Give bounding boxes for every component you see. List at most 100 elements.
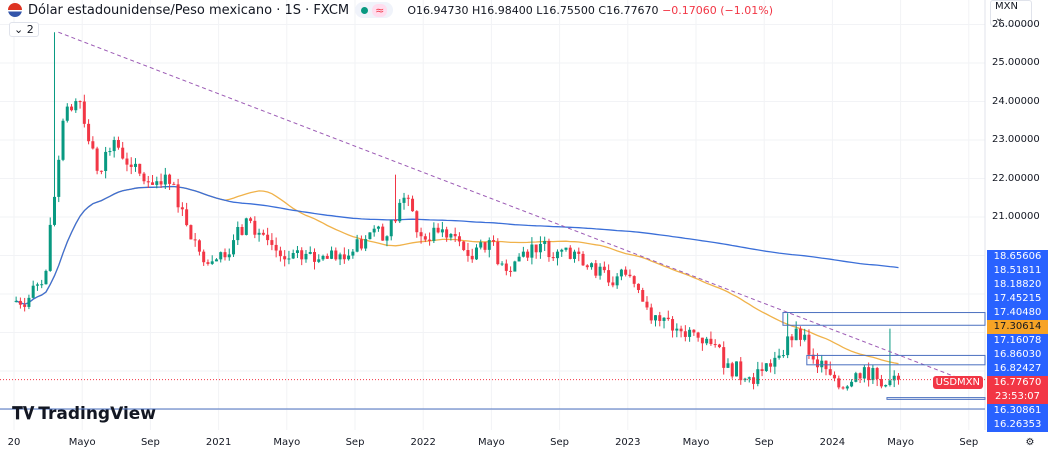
market-status[interactable]: ≈ <box>355 2 394 18</box>
price-axis-label: 25.00000 <box>992 57 1040 68</box>
time-axis-label: Mayo <box>887 437 914 448</box>
candle-body <box>483 242 487 250</box>
time-axis-label: 2022 <box>410 437 436 448</box>
candle-body <box>700 337 704 344</box>
price-axis-label: 26.00000 <box>992 18 1040 30</box>
candle-body <box>717 344 721 348</box>
candle-body <box>317 259 321 262</box>
price-axis-label: 21.00000 <box>992 211 1040 222</box>
candle-body <box>108 151 112 153</box>
candle-body <box>466 250 470 256</box>
candle-body <box>133 163 137 167</box>
trend-line <box>58 31 961 380</box>
price-line-label: 16.82427 <box>987 362 1048 376</box>
candle-body <box>321 255 325 260</box>
candle-body <box>52 196 56 225</box>
candle-body <box>619 269 623 277</box>
candle-body <box>180 207 184 210</box>
candle-body <box>257 232 261 235</box>
candle-body <box>35 284 39 286</box>
candle-body <box>372 228 376 233</box>
candle-body <box>590 263 594 268</box>
candle-body <box>543 241 547 244</box>
candle-body <box>734 361 738 377</box>
candle-body <box>253 220 257 235</box>
candle-body <box>406 197 410 199</box>
candle-body <box>696 332 700 338</box>
candle-body <box>121 147 125 159</box>
candle-body <box>411 198 415 212</box>
candle-body <box>151 182 155 185</box>
price-axis-label: 23.00000 <box>992 134 1040 145</box>
candle-body <box>219 252 223 260</box>
settings-gear-icon[interactable]: ⚙ <box>1025 437 1035 448</box>
candle-body <box>274 244 278 251</box>
candle-body <box>189 225 193 240</box>
candle-body <box>291 253 295 259</box>
candle-body <box>193 239 197 241</box>
candle-body <box>560 249 564 252</box>
candle-body <box>645 301 649 308</box>
candle-body <box>112 140 116 152</box>
market-open-icon <box>361 6 369 14</box>
tradingview-logo[interactable]: 𝐓𝐕 TradingView <box>12 404 156 424</box>
symbol-title[interactable]: Dólar estadounidense/Peso mexicano · 1S … <box>28 2 350 18</box>
candle-body <box>854 373 858 382</box>
candle-body <box>440 229 444 233</box>
candle-body <box>730 363 734 377</box>
candle-body <box>487 240 491 250</box>
price-line-label: 17.45215 <box>987 292 1048 306</box>
candle-body <box>747 377 751 379</box>
candle-body <box>879 379 883 387</box>
candle-body <box>803 334 807 340</box>
candle-body <box>573 251 577 259</box>
price-line-label: 16.26353 <box>987 418 1048 432</box>
candle-body <box>786 336 790 356</box>
candle-body <box>752 377 756 384</box>
candle-body <box>355 239 359 252</box>
candle-body <box>828 369 832 375</box>
candle-body <box>521 251 525 257</box>
candle-body <box>14 300 18 302</box>
currency-select[interactable]: MXN ⌄ <box>990 0 1032 26</box>
candle-body <box>837 378 841 388</box>
candle-body <box>163 174 167 185</box>
candle-body <box>240 227 244 235</box>
candle-body <box>304 253 308 260</box>
indicators-toggle[interactable]: ⌄ 2 <box>9 22 39 37</box>
candle-body <box>104 151 108 171</box>
candle-body <box>671 319 675 331</box>
candle-body <box>654 315 658 321</box>
candle-body <box>168 174 172 184</box>
candle-body <box>709 338 713 345</box>
candle-body <box>675 328 679 331</box>
usd-mxn-flag-icon <box>8 3 22 17</box>
candle-body <box>334 250 338 260</box>
candle-body <box>462 241 466 251</box>
candle-body <box>577 251 581 254</box>
candle-body <box>449 233 453 238</box>
candle-body <box>99 170 103 172</box>
price-line-label: 18.18820 <box>987 278 1048 292</box>
change-value: −0.17060 (−1.01%) <box>662 3 774 17</box>
candle-body <box>325 255 329 259</box>
candle-body <box>790 336 794 341</box>
time-axis-label: Mayo <box>68 437 96 448</box>
candle-body <box>44 270 48 285</box>
candle-body <box>432 227 436 241</box>
candle-body <box>807 334 811 355</box>
candle-body <box>760 369 764 371</box>
candle-body <box>713 344 717 346</box>
candle-body <box>210 261 214 264</box>
candle-body <box>888 380 892 386</box>
candle-body <box>815 359 819 368</box>
candle-body <box>270 240 274 245</box>
candle-body <box>850 381 854 387</box>
candle-body <box>40 284 44 286</box>
delayed-data-icon: ≈ <box>372 3 388 17</box>
candle-body <box>798 328 802 340</box>
price-line-label: 16.30861 <box>987 404 1048 418</box>
candle-body <box>769 363 773 367</box>
candle-body <box>726 363 730 368</box>
